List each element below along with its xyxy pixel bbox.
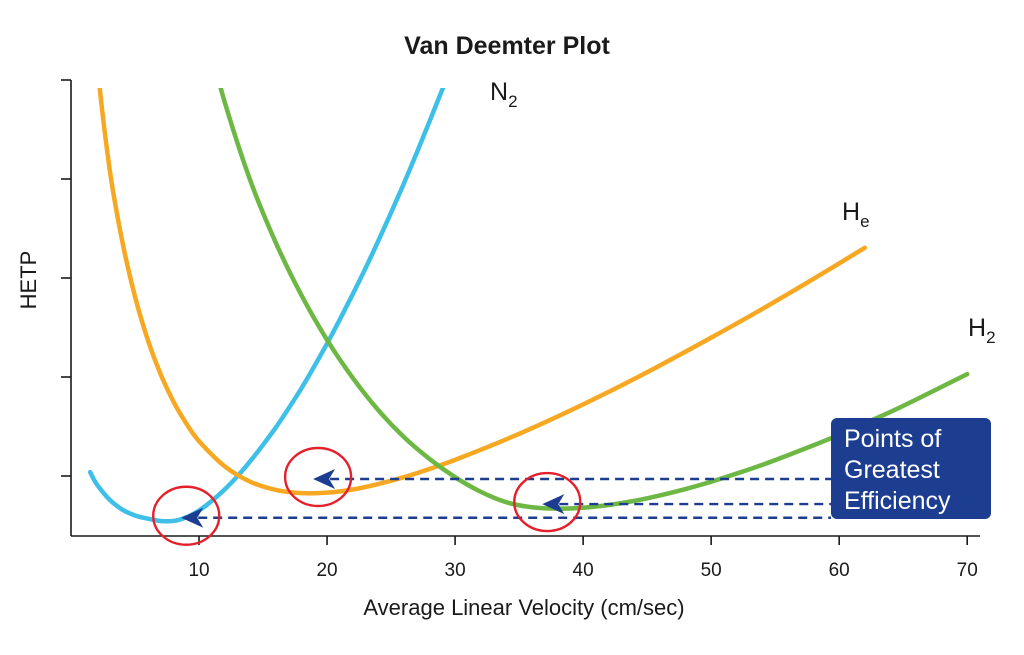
svg-text:N2: N2 — [490, 78, 518, 111]
svg-text:H2: H2 — [968, 314, 996, 347]
y-axis-label: HETP — [16, 251, 41, 310]
efficiency-arrow-n2 — [181, 507, 204, 528]
callout-box — [831, 418, 991, 519]
chart-title: Van Deemter Plot — [404, 32, 610, 60]
callout-line-1: Points of — [844, 425, 941, 453]
efficiency-circle-h2 — [513, 471, 582, 533]
x-axis: 10 20 30 40 50 60 70 — [71, 535, 980, 581]
x-tick-label: 10 — [188, 560, 209, 581]
efficiency-guide-lines — [198, 477, 831, 519]
efficiency-markers — [152, 446, 582, 546]
x-tick-label: 20 — [316, 560, 337, 581]
series-label-he: He — [842, 198, 870, 231]
efficiency-callout: Points of Greatest Efficiency — [831, 418, 991, 519]
callout-line-3: Efficiency — [844, 487, 951, 515]
series-label-h2: H2 — [968, 314, 996, 347]
x-tick-label: 70 — [957, 560, 978, 581]
series-label-n2: N2 — [490, 78, 518, 111]
x-tick-label: 60 — [829, 560, 850, 581]
series-line-he — [97, 88, 868, 496]
efficiency-circle-he — [283, 446, 353, 508]
x-tick-label: 40 — [573, 560, 594, 581]
svg-text:He: He — [842, 198, 870, 231]
series-line-n2 — [87, 88, 446, 524]
x-tick-label: 50 — [701, 560, 722, 581]
x-axis-label: Average Linear Velocity (cm/sec) — [363, 595, 684, 620]
efficiency-circle-n2 — [152, 485, 221, 546]
callout-line-2: Greatest — [844, 456, 940, 484]
x-tick-label: 30 — [445, 560, 466, 581]
y-axis — [61, 79, 72, 536]
efficiency-arrow-he — [313, 469, 336, 489]
efficiency-arrow-h2 — [542, 494, 565, 515]
